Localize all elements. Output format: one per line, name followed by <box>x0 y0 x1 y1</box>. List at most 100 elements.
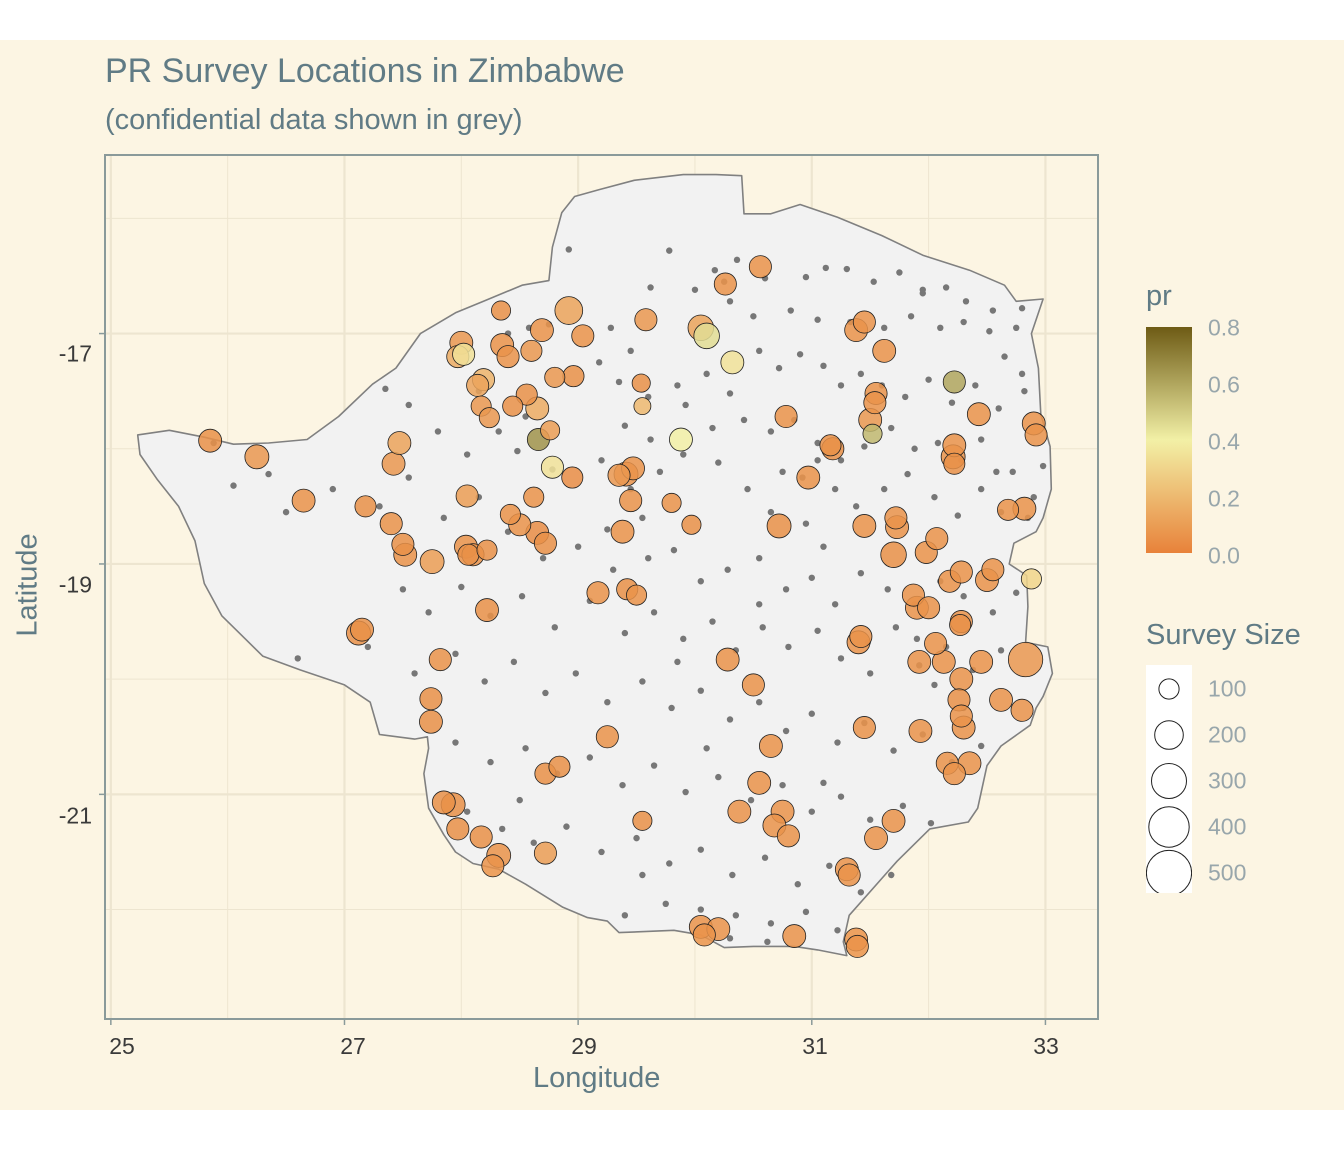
survey-point <box>747 770 772 795</box>
confidential-point <box>993 468 1000 475</box>
survey-point <box>949 614 972 637</box>
confidential-point <box>405 474 412 481</box>
confidential-point <box>732 912 740 919</box>
confidential-point <box>899 802 907 810</box>
survey-point <box>776 824 800 848</box>
confidential-point <box>764 938 771 946</box>
confidential-point <box>399 586 407 593</box>
confidential-point <box>647 284 654 291</box>
confidential-point <box>633 834 640 842</box>
confidential-point <box>837 655 845 662</box>
survey-point <box>446 817 470 841</box>
confidential-point <box>1030 493 1037 501</box>
confidential-point <box>514 447 521 455</box>
confidential-point <box>756 347 763 355</box>
confidential-point <box>425 609 432 616</box>
confidential-point <box>866 816 874 823</box>
confidential-point <box>709 618 716 625</box>
confidential-point <box>522 413 529 420</box>
confidential-point <box>782 727 790 735</box>
survey-point <box>632 810 653 831</box>
survey-point <box>530 318 554 343</box>
confidential-point <box>294 655 301 662</box>
survey-point <box>863 391 887 415</box>
color-legend-label: 0.4 <box>1208 428 1240 455</box>
survey-point <box>354 495 377 518</box>
confidential-point <box>857 889 865 896</box>
survey-point <box>969 649 994 674</box>
survey-point <box>884 506 908 530</box>
survey-point <box>949 704 973 728</box>
survey-point <box>997 498 1020 521</box>
survey-point <box>693 322 720 350</box>
confidential-point <box>775 364 783 372</box>
survey-point <box>561 466 584 489</box>
confidential-point <box>510 658 518 666</box>
survey-point <box>837 863 861 887</box>
confidential-point <box>621 912 629 919</box>
confidential-point <box>639 514 646 522</box>
confidential-point <box>662 900 669 907</box>
survey-point <box>1020 568 1042 590</box>
confidential-point <box>639 871 646 879</box>
confidential-point <box>911 445 918 452</box>
survey-point <box>907 649 932 674</box>
confidential-point <box>814 316 821 323</box>
confidential-point <box>452 650 459 658</box>
confidential-point <box>942 284 950 291</box>
survey-point <box>1007 641 1044 678</box>
survey-point <box>715 647 740 672</box>
confidential-point <box>724 566 731 573</box>
survey-point <box>387 431 412 455</box>
survey-point <box>478 407 500 429</box>
confidential-point <box>709 424 716 432</box>
confidential-point <box>1013 589 1020 596</box>
x-tick-label: 33 <box>1033 1033 1059 1059</box>
survey-point <box>880 541 907 568</box>
survey-point <box>496 345 520 369</box>
confidential-point <box>481 678 488 685</box>
confidential-point <box>759 624 766 631</box>
confidential-point <box>888 871 895 879</box>
confidential-point <box>852 503 860 510</box>
confidential-point <box>820 779 827 787</box>
confidential-point <box>627 347 634 355</box>
confidential-point <box>680 635 687 643</box>
confidential-point <box>744 485 751 493</box>
confidential-point <box>896 269 903 276</box>
confidential-point <box>650 762 658 769</box>
color-legend-label: 0.2 <box>1208 485 1240 512</box>
survey-point <box>852 310 876 334</box>
confidential-point <box>881 324 888 331</box>
survey-point <box>419 549 445 575</box>
confidential-point <box>826 862 833 869</box>
survey-point <box>554 296 584 325</box>
confidential-point <box>621 422 629 429</box>
confidential-point <box>820 543 827 550</box>
confidential-point <box>831 485 839 493</box>
confidential-point <box>598 848 605 856</box>
size-legend-label: 100 <box>1208 675 1247 702</box>
survey-point <box>949 667 974 692</box>
confidential-point <box>539 555 547 562</box>
survey-point <box>475 598 499 622</box>
x-axis-title: Longitude <box>533 1062 661 1094</box>
survey-point <box>943 452 966 475</box>
confidential-point <box>733 256 741 264</box>
confidential-point <box>794 881 801 888</box>
confidential-point <box>563 823 570 830</box>
confidential-point <box>522 745 529 752</box>
confidential-point <box>913 635 921 643</box>
confidential-point <box>487 758 494 766</box>
confidential-point <box>703 745 710 752</box>
confidential-point <box>977 742 985 750</box>
survey-point <box>626 584 648 606</box>
confidential-point <box>452 739 459 746</box>
confidential-point <box>890 747 897 754</box>
survey-point <box>661 492 682 513</box>
confidential-point <box>808 574 815 581</box>
axes <box>99 154 1099 1025</box>
confidential-point <box>697 687 704 694</box>
confidential-point <box>884 586 891 593</box>
confidential-point <box>954 512 962 519</box>
